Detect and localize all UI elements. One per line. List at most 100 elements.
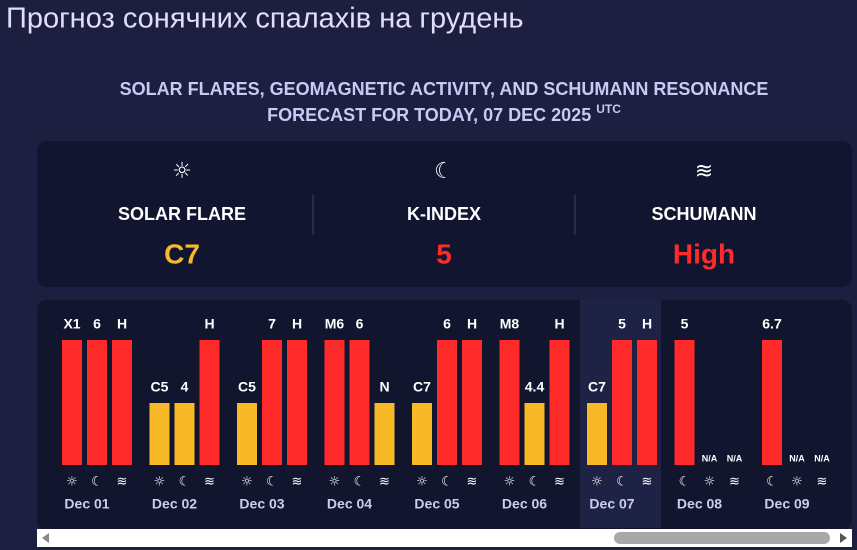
bar-label: 4.4 — [525, 379, 545, 395]
bar-icon: ☼ — [504, 475, 516, 490]
bar — [62, 340, 82, 465]
bar-icon: ≋ — [379, 475, 390, 490]
summary-label: SOLAR FLARE — [118, 204, 246, 224]
bar-icon: ☾ — [616, 475, 628, 490]
bar-label: 6.7 — [762, 316, 782, 332]
forecast-date: FORECAST FOR TODAY, 07 DEC 2025 — [267, 105, 591, 125]
bar-icon: ☼ — [66, 475, 78, 490]
bar-label: C5 — [151, 379, 169, 395]
bar-icon: ☾ — [179, 475, 191, 490]
bar-icon: ☾ — [679, 475, 691, 490]
bar — [174, 403, 195, 465]
bar — [587, 403, 607, 465]
bar — [437, 340, 457, 465]
scrollbar-thumb[interactable] — [614, 532, 830, 544]
bar-label: M6 — [325, 316, 345, 332]
summary-icon: ☾ — [434, 159, 454, 184]
day-label: Dec 07 — [589, 496, 634, 512]
bar — [112, 340, 132, 465]
day-label: Dec 08 — [677, 496, 722, 512]
day-label: Dec 02 — [152, 496, 197, 512]
scroll-left[interactable] — [42, 533, 49, 543]
bar-label: 6 — [93, 316, 101, 332]
bar — [674, 340, 695, 465]
bar-label: H — [117, 316, 127, 332]
day-label: Dec 09 — [764, 496, 809, 512]
bar-label: 5 — [618, 316, 626, 332]
bar — [287, 340, 307, 465]
day-label: Dec 01 — [64, 496, 109, 512]
summary-label: SCHUMANN — [652, 204, 757, 224]
bar — [349, 340, 370, 465]
bar-label: N/A — [789, 453, 805, 463]
bar-icon: ≋ — [204, 475, 215, 490]
bar-label: N/A — [702, 453, 718, 463]
summary-icon: ☼ — [172, 159, 192, 184]
bar-label: 7 — [268, 316, 276, 332]
bar — [412, 403, 432, 465]
bar — [87, 340, 107, 465]
bar-label: X1 — [63, 316, 80, 332]
bar-icon: ☼ — [154, 475, 166, 490]
bar — [374, 403, 395, 465]
bar-label: N — [379, 379, 389, 395]
bar-label: H — [554, 316, 564, 332]
bar-label: 6 — [443, 316, 451, 332]
bar-label: N/A — [727, 453, 743, 463]
bar — [549, 340, 570, 465]
bar-icon: ≋ — [467, 475, 478, 490]
summary-value: C7 — [164, 238, 200, 269]
bar-icon: ☾ — [91, 475, 103, 490]
bar-label: C7 — [588, 379, 606, 395]
bar — [324, 340, 345, 465]
bar-icon: ☾ — [266, 475, 278, 490]
bar-label: H — [467, 316, 477, 332]
bar-icon: ☼ — [416, 475, 428, 490]
forecast-heading: SOLAR FLARES, GEOMAGNETIC ACTIVITY, AND … — [120, 79, 769, 99]
summary-icon: ≋ — [695, 159, 713, 184]
bar-icon: ☼ — [241, 475, 253, 490]
bar — [149, 403, 170, 465]
summary-value: 5 — [436, 238, 452, 269]
bar-label: C7 — [413, 379, 431, 395]
bar — [524, 403, 545, 465]
bar-icon: ☼ — [791, 475, 803, 490]
summary-value: High — [673, 238, 735, 269]
bar-icon: ☼ — [591, 475, 603, 490]
bar — [612, 340, 632, 465]
bar-label: M8 — [500, 316, 520, 332]
day-label: Dec 06 — [502, 496, 547, 512]
bar-icon: ☾ — [354, 475, 366, 490]
bar-label: C5 — [238, 379, 256, 395]
bar-icon: ☾ — [529, 475, 541, 490]
bar-icon: ☾ — [766, 475, 778, 490]
summary-card — [37, 141, 852, 287]
bar-icon: ≋ — [729, 475, 740, 490]
chart-bars: H ≋ X1 ☼ 6 ☾ H ≋ Dec 01 C5 ☼ 4 ☾ H ≋ Dec 02 C5 ☼ 7 ☾ H ≋ Dec 0… — [62, 300, 830, 528]
day-label: Dec 04 — [327, 496, 372, 512]
bar — [762, 340, 782, 465]
bar-label: H — [642, 316, 652, 332]
bar-label: H — [204, 316, 214, 332]
bar-icon: ☼ — [704, 475, 716, 490]
scroll-right[interactable] — [840, 533, 847, 543]
bar-label: 4 — [181, 379, 189, 395]
bar — [462, 340, 482, 465]
day-label: Dec 03 — [239, 496, 284, 512]
bar — [637, 340, 657, 465]
bar-icon: ≋ — [817, 475, 828, 490]
bar-icon: ☾ — [441, 475, 453, 490]
bar — [499, 340, 520, 465]
bar-label: H — [292, 316, 302, 332]
bar — [262, 340, 282, 465]
forecast-heading: FORECAST FOR TODAY, 07 DEC 2025 UTC — [267, 102, 621, 125]
bar-icon: ≋ — [117, 475, 128, 490]
bar-label: 5 — [681, 316, 689, 332]
bar-label: N/A — [814, 453, 830, 463]
day-label: Dec 05 — [414, 496, 459, 512]
bar — [237, 403, 257, 465]
bar — [199, 340, 220, 465]
summary-label: K-INDEX — [407, 204, 481, 224]
